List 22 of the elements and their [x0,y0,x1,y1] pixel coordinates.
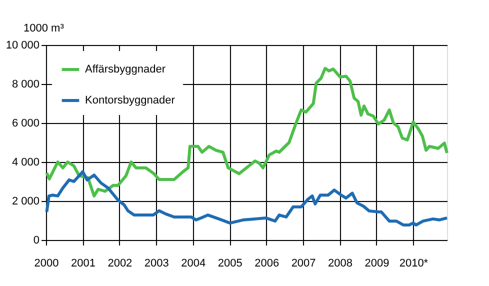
y-axis-title: 1000 m³ [24,22,64,34]
y-tick-label: 0 [33,234,40,246]
x-tick-label: 2006 [254,258,280,270]
y-tick-label: 10 000 [6,40,40,52]
y-tick-label: 8 000 [12,78,40,90]
x-tick-label: 2010* [399,258,429,270]
x-tick-label: 2009 [364,258,390,270]
x-tick-label: 2007 [291,258,316,270]
y-tick-label: 2 000 [12,196,40,208]
y-tick-label: 6 000 [12,118,40,130]
x-tick-label: 2000 [34,258,59,270]
line-series [45,170,448,226]
y-tick-label: 4 000 [12,156,40,168]
legend-label: Kontorsbyggnader [85,94,176,106]
x-tick-label: 2002 [108,258,132,270]
x-tick-label: 2001 [70,258,96,270]
legend-label: Affärsbyggnader [85,64,166,76]
x-tick-label: 2008 [328,258,353,270]
x-tick-label: 2005 [218,258,242,270]
x-tick-label: 2004 [181,258,206,270]
line-series [45,66,448,198]
x-tick-label: 2003 [144,258,169,270]
